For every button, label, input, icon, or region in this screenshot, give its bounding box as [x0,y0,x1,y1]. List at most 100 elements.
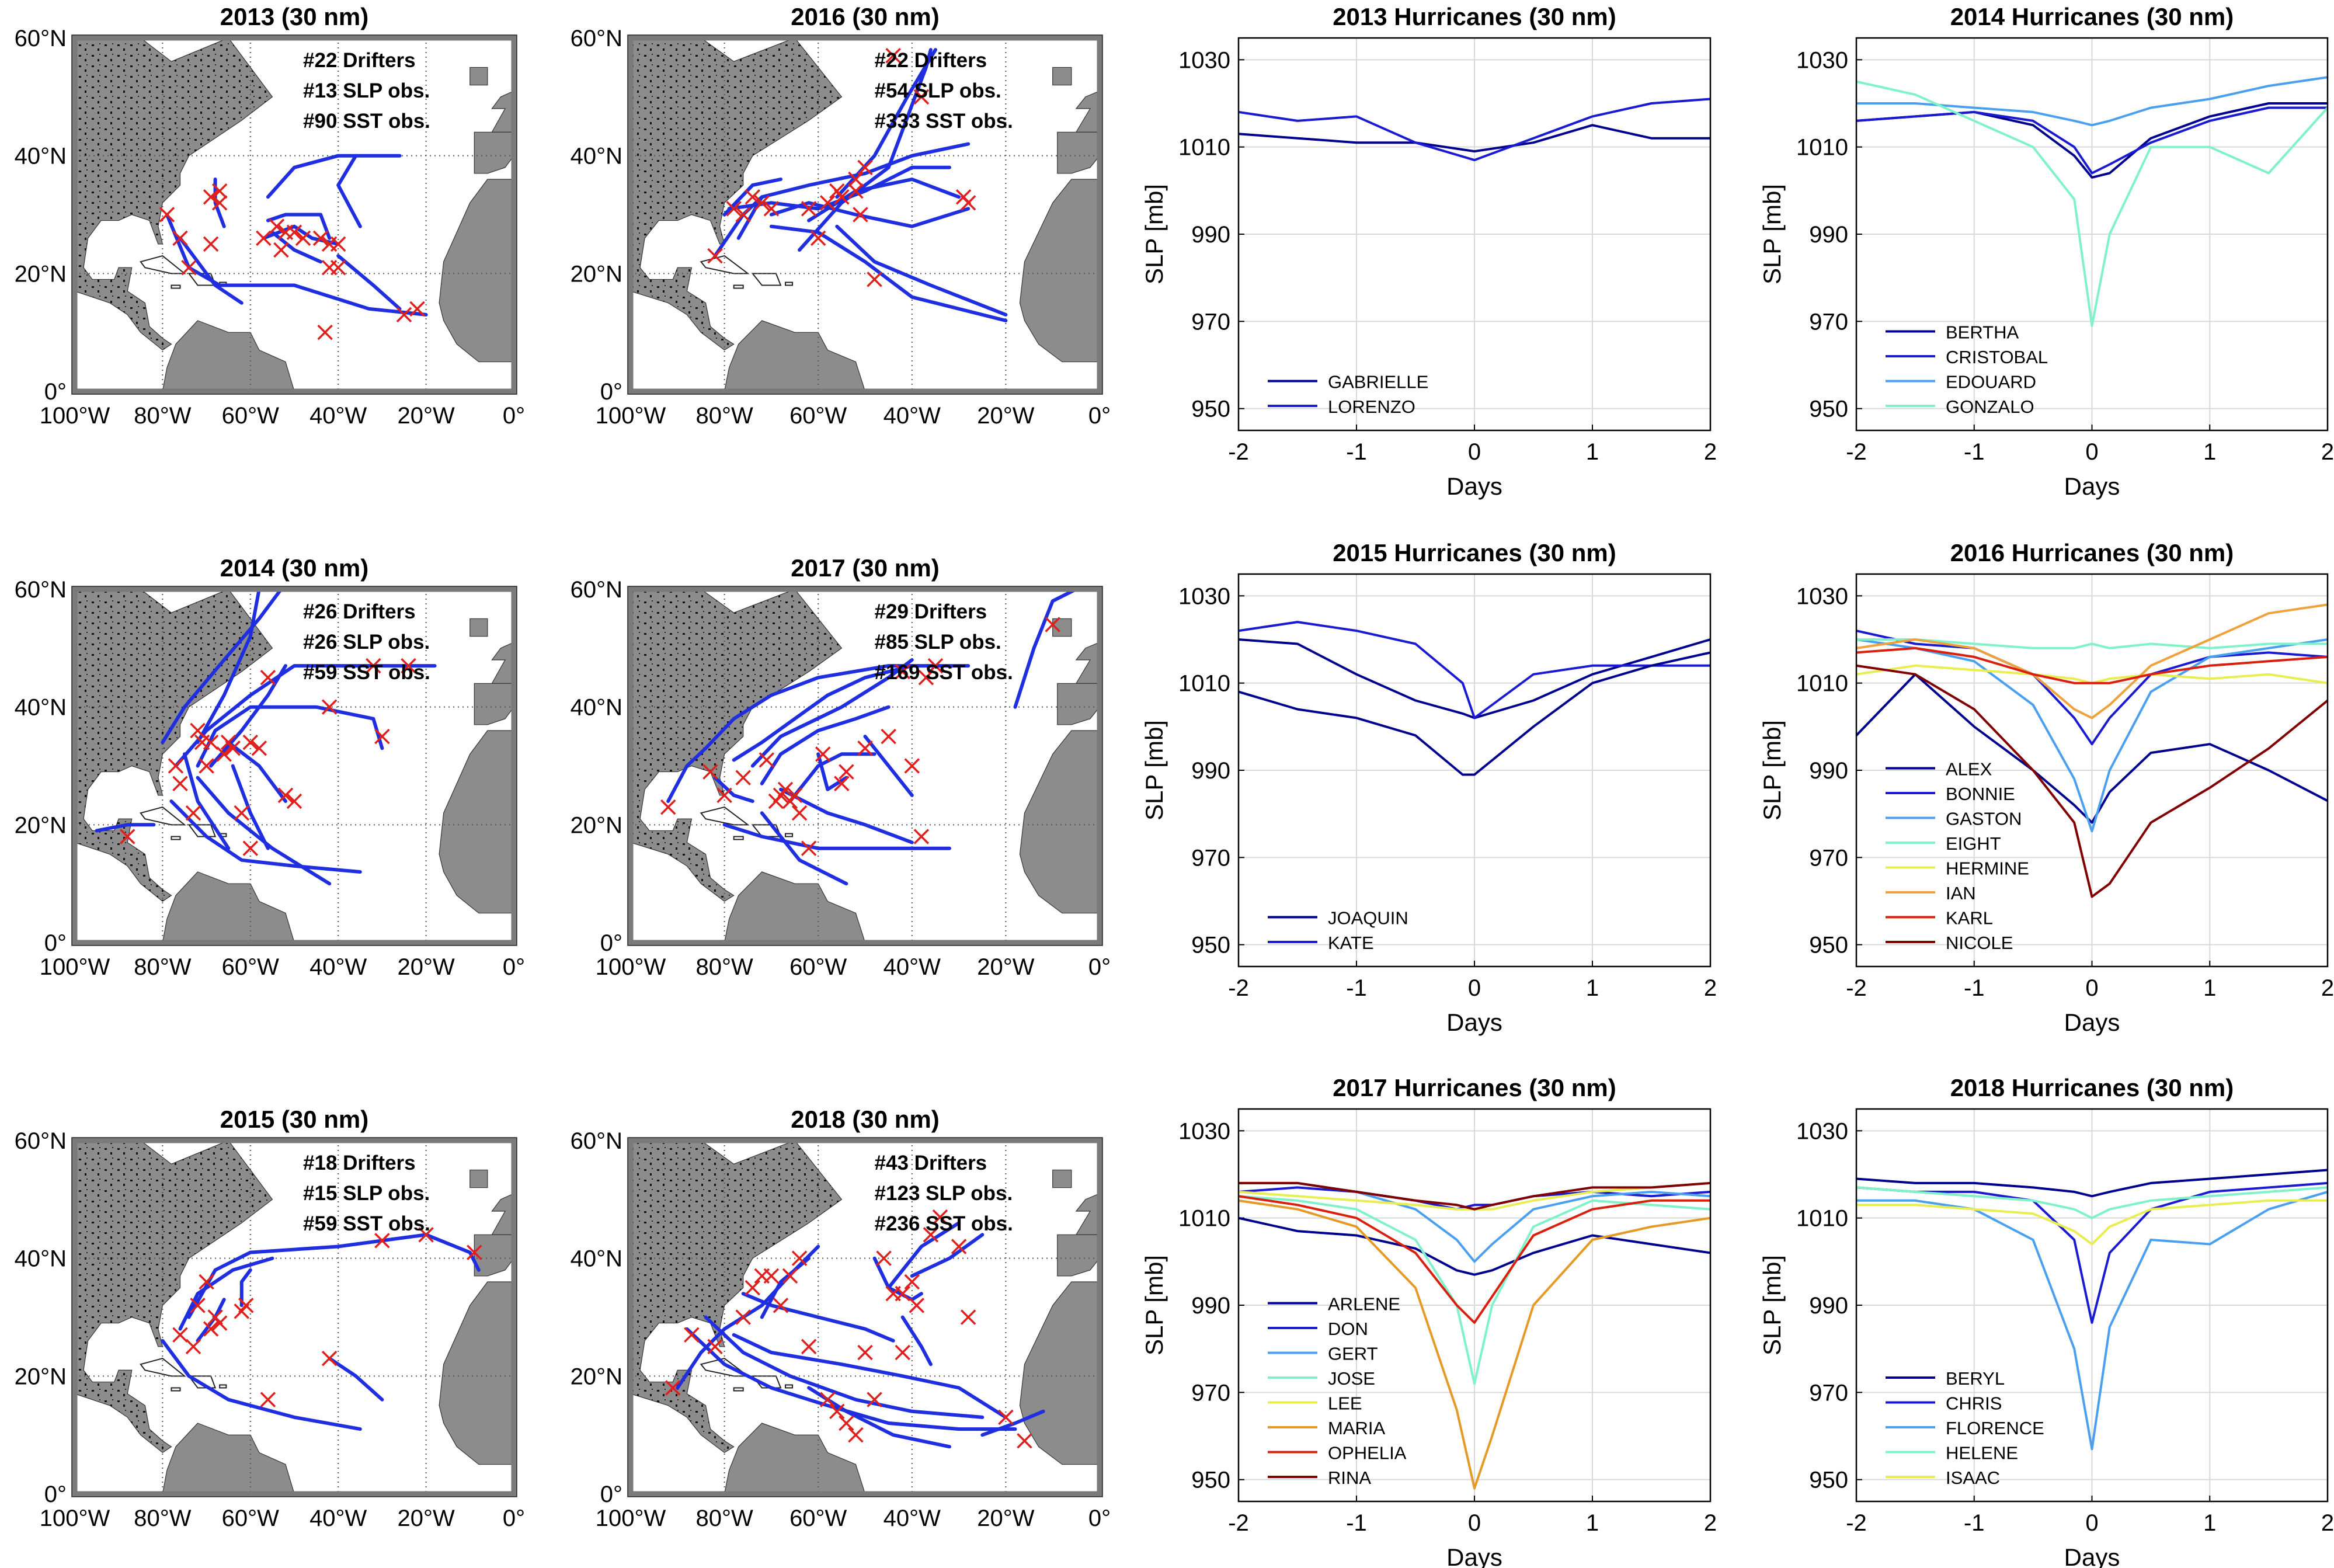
lon-tick-label: 0° [503,954,525,980]
y-axis-label: SLP [mb] [1140,720,1168,820]
observation-marker [396,307,412,323]
map-title: 2014 (30 nm) [220,554,368,582]
lat-tick-label: 0° [44,1482,67,1507]
observation-marker [791,1250,808,1266]
map-panel-5: 2018 (30 nm) #43 Drifters #123 SLP obs. #23… [571,1105,1111,1531]
lon-tick-label: 20°W [397,954,454,980]
caribbean-island [219,1384,227,1389]
panel-title: 2014 Hurricanes (30 nm) [1950,3,2234,30]
observation-marker [820,195,836,211]
plot-frame [1855,573,2329,968]
legend-label: OPHELIA [1328,1443,1407,1463]
land-mass [631,1141,843,1454]
lat-tick-label: 60°N [571,26,622,51]
lat-tick-label: 20°N [15,261,67,287]
observation-marker [211,183,228,199]
x-tick-label: 2 [2321,1510,2334,1536]
lat-tick-label: 40°N [571,1246,622,1272]
map-title: 2018 (30 nm) [791,1105,939,1133]
drifter-track [239,1268,252,1308]
observation-marker [834,189,850,205]
map-stat: #26 SLP obs. [303,631,430,653]
lat-tick-label: 20°N [15,1364,67,1389]
drifter-track [863,735,914,797]
series-line [1856,106,2328,175]
legend-label: BERYL [1946,1368,2005,1389]
drifter-track [196,589,261,745]
y-tick-label: 1030 [1178,583,1230,609]
lat-tick-label: 60°N [15,577,67,603]
land-mass [491,91,514,133]
map-stat: #43 Drifters [875,1152,987,1174]
plot-frame [1237,1108,1712,1503]
lon-tick-label: 40°W [309,954,367,980]
drifter-track [886,1221,961,1290]
land-mass [1057,683,1100,725]
series-line [1856,630,2328,746]
panel-title: 2013 Hurricanes (30 nm) [1333,3,1616,30]
lon-tick-label: 80°W [695,954,753,980]
plot-lines [1239,98,1710,162]
map-title: 2013 (30 nm) [220,3,368,30]
land-mass [474,1234,514,1277]
series-line [1856,1186,2328,1219]
x-tick-label: 0 [1468,1510,1481,1536]
legend-label: ALEX [1946,759,1992,780]
observation-marker [923,1227,939,1243]
lat-tick-label: 40°N [15,1246,67,1272]
land-mass [1052,1169,1072,1188]
x-tick-label: 1 [2203,975,2216,1001]
lon-tick-label: 80°W [134,403,191,429]
observation-marker [951,1239,967,1254]
observation-marker [810,230,826,246]
land-mass [723,871,866,943]
lon-tick-label: 100°W [40,1506,110,1531]
lat-tick-label: 0° [44,930,67,956]
x-tick-label: 1 [1586,975,1599,1001]
slp-panel-3: -2 -1 0 1 2 950 970 990 1010 1030 2016 Hurricanes … [1758,539,2334,1036]
lat-tick-label: 40°N [571,695,622,721]
legend-label: FLORENCE [1946,1418,2044,1438]
land-mass [1075,1193,1100,1235]
drifter-track [209,664,287,768]
observation-marker [374,728,390,745]
map-panel-2: 2014 (30 nm) #26 Drifters #26 SLP obs. #59 … [15,554,526,980]
land-mass [723,320,866,391]
drifter-track [227,740,287,803]
lon-tick-label: 60°W [222,1506,279,1531]
observation-marker [763,201,780,217]
drifter-track [704,1315,985,1419]
y-tick-label: 950 [1809,397,1848,422]
legend-label: EDOUARD [1946,372,2036,392]
observation-marker [735,1309,751,1325]
legend-label: JOAQUIN [1328,908,1408,929]
observation-marker [211,195,228,211]
observation-marker [203,1321,219,1337]
observation-marker [374,1233,390,1249]
series-line [1239,1181,1710,1211]
observation-marker [754,195,770,211]
lon-tick-label: 40°W [309,403,367,429]
legend-label: GABRIELLE [1328,372,1428,392]
land-mass [1075,91,1100,133]
observation-marker [295,230,311,246]
map-stat: #22 Drifters [303,49,416,72]
observation-marker [251,740,267,756]
series-line [1856,80,2328,327]
plot-lines [1239,1181,1710,1490]
caribbean-island [171,284,181,289]
land-mass [1057,131,1100,174]
map-frame-outline [71,1137,517,1497]
drifter-track [722,178,782,217]
land-mass [631,38,843,351]
x-tick-label: 1 [1586,1510,1599,1536]
series-line [1239,651,1710,776]
x-tick-label: -2 [1228,439,1249,465]
observation-marker [839,1415,854,1431]
lon-tick-label: 80°W [695,403,753,429]
observation-marker [216,746,232,762]
lon-tick-label: 100°W [596,403,666,429]
y-tick-label: 1010 [1796,671,1848,697]
observation-marker [321,1350,338,1367]
